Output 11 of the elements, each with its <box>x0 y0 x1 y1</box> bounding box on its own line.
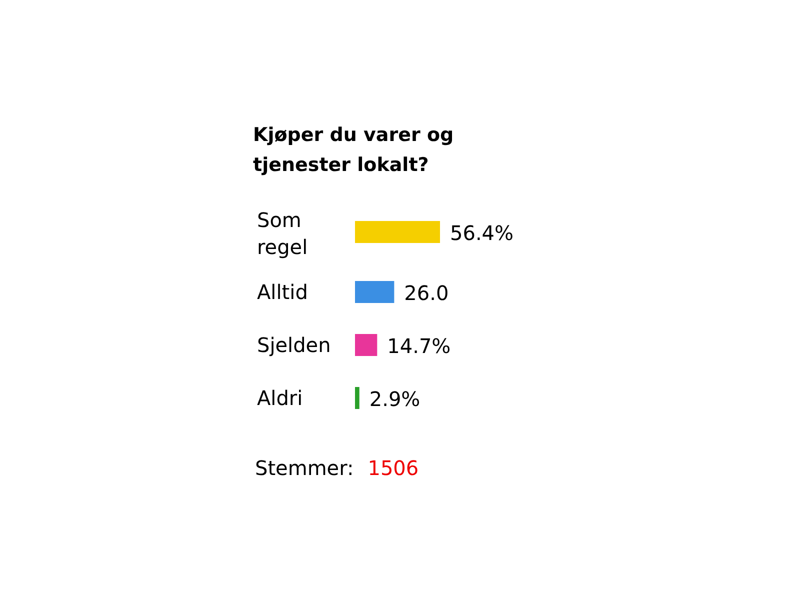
text: 1506 <box>368 456 419 480</box>
chart-title: Kjøper du varer og tjenester lokalt? <box>253 124 454 176</box>
y-tick-label: Alltid <box>257 280 308 304</box>
y-tick-label: Aldri <box>257 386 303 410</box>
y-tick-label: Sjelden <box>257 333 331 357</box>
data-label: 26.0 <box>404 281 449 305</box>
data-label: 2.9% <box>369 387 420 411</box>
text: Stemmer: <box>255 456 354 480</box>
y-tick-label: Som regel <box>257 208 308 259</box>
data-label: 56.4% <box>450 221 514 245</box>
data-label: 14.7% <box>387 334 451 358</box>
